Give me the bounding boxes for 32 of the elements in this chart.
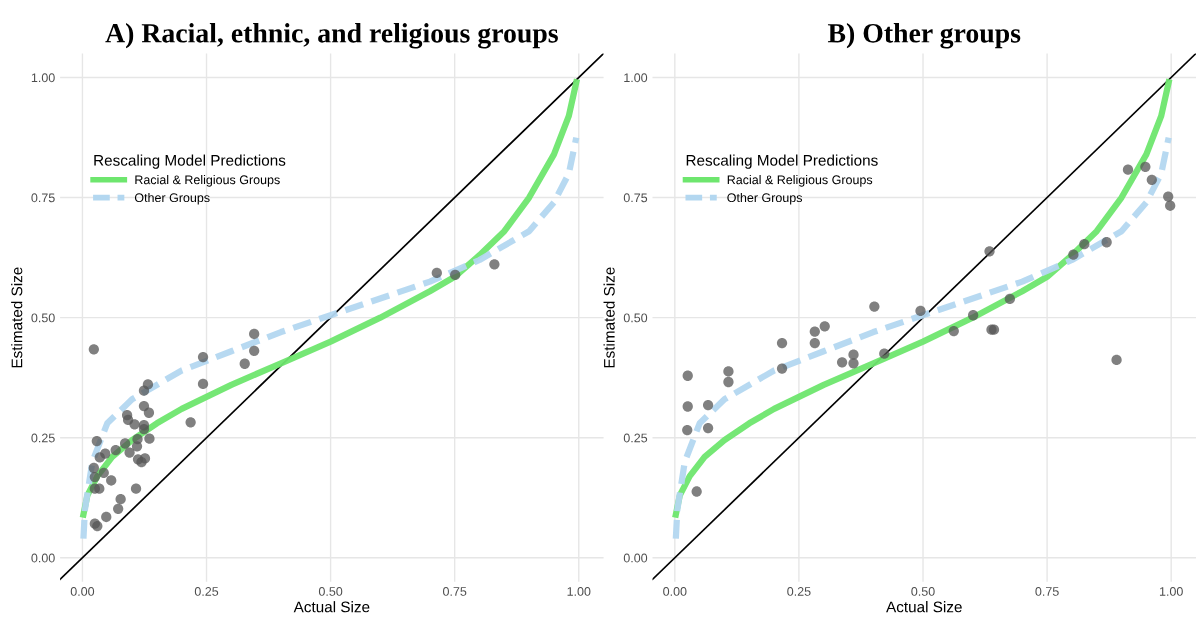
y-tick-label: 0.00: [31, 553, 55, 563]
x-axis-title: Actual Size: [293, 601, 370, 613]
x-axis-title: Actual Size: [886, 601, 962, 613]
x-tick-label: 1.00: [567, 587, 591, 596]
x-tick-label: 0.25: [194, 587, 219, 596]
legend-label: Other Groups: [134, 192, 210, 205]
x-tick-label: 1.00: [1159, 587, 1183, 596]
y-tick-label: 0.75: [623, 193, 648, 203]
x-tick-label: 0.50: [911, 587, 935, 596]
x-tick-label: 0.50: [318, 587, 343, 596]
y-tick-label: 0.25: [623, 433, 648, 443]
y-tick-label: 1.00: [31, 73, 55, 83]
legend-label: Racial & Religious Groups: [135, 175, 280, 187]
x-tick-label: 0.75: [443, 587, 467, 596]
y-tick-label: 0.75: [31, 193, 55, 203]
legend-label: Other Groups: [727, 192, 803, 205]
legend-title: Rescaling Model Predictions: [686, 154, 878, 169]
x-tick-label: 0.75: [1035, 587, 1059, 596]
y-tick-label: 0.25: [31, 433, 55, 443]
y-axis-title: Estimated Size: [603, 267, 615, 368]
x-tick-label: 0.00: [663, 587, 687, 596]
y-tick-label: 0.00: [623, 553, 648, 563]
y-tick-label: 0.50: [31, 313, 55, 323]
x-tick-label: 0.25: [787, 587, 811, 596]
legend-title: Rescaling Model Predictions: [94, 154, 286, 169]
x-tick-label: 0.00: [70, 587, 95, 596]
y-tick-label: 1.00: [624, 73, 648, 83]
y-tick-label: 0.50: [623, 313, 648, 323]
y-axis-title: Estimated Size: [11, 267, 23, 368]
legend-label: Racial & Religious Groups: [727, 175, 873, 187]
chart-title: B) Other groups: [827, 23, 1021, 49]
chart-title: A) Racial, ethnic, and religious groups: [105, 23, 558, 49]
